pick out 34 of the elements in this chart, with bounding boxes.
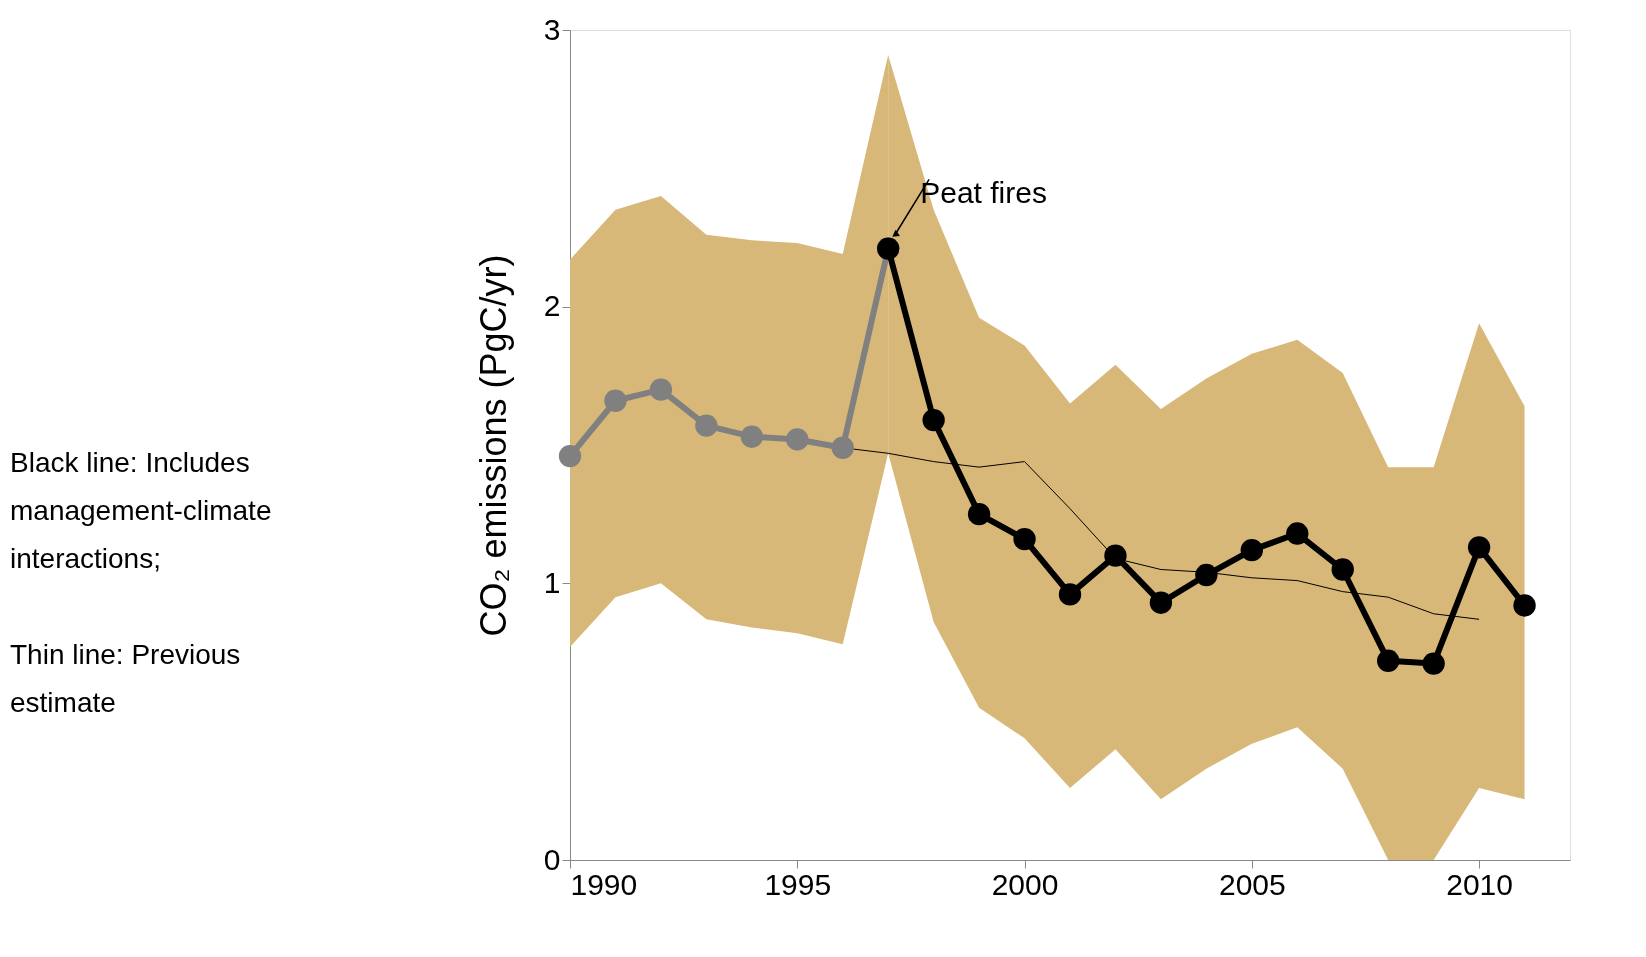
- text: Black line: Includes management-climate interactions;: [10, 447, 272, 574]
- point: [558, 444, 582, 468]
- point: [604, 389, 627, 412]
- point: [1104, 544, 1127, 567]
- point: [1467, 536, 1491, 559]
- x-tick-label: 1995: [764, 867, 832, 901]
- point: [1422, 652, 1445, 675]
- point: [786, 428, 809, 451]
- point: [1013, 527, 1036, 551]
- x-tick-label: 1990: [570, 867, 638, 901]
- y-tick-label: 3: [543, 12, 561, 46]
- point: [1331, 558, 1354, 581]
- point: [695, 414, 718, 437]
- x-tick-label: 2010: [1446, 867, 1513, 901]
- x-tick-label: 2000: [991, 867, 1059, 901]
- point: [1286, 522, 1309, 545]
- point: [740, 425, 763, 448]
- y-tick-label: 2: [543, 289, 561, 323]
- point: [967, 503, 991, 526]
- point: [1240, 538, 1263, 562]
- point: [1149, 591, 1173, 614]
- point: [1195, 563, 1218, 587]
- y-tick-label: 0: [543, 842, 561, 876]
- x-tick-label: 2005: [1218, 867, 1286, 901]
- point: [922, 408, 945, 432]
- point: [1058, 583, 1082, 606]
- annotation: Peat fires: [920, 175, 1047, 209]
- y-tick-label: 1: [543, 565, 561, 599]
- point: [831, 436, 854, 459]
- y-axis-title: CO₂ emissions (PgC/yr): [472, 254, 514, 637]
- text: Thin line: Previous estimate: [10, 639, 241, 718]
- point: [649, 378, 673, 401]
- point: [1513, 594, 1536, 617]
- point: [1377, 649, 1400, 672]
